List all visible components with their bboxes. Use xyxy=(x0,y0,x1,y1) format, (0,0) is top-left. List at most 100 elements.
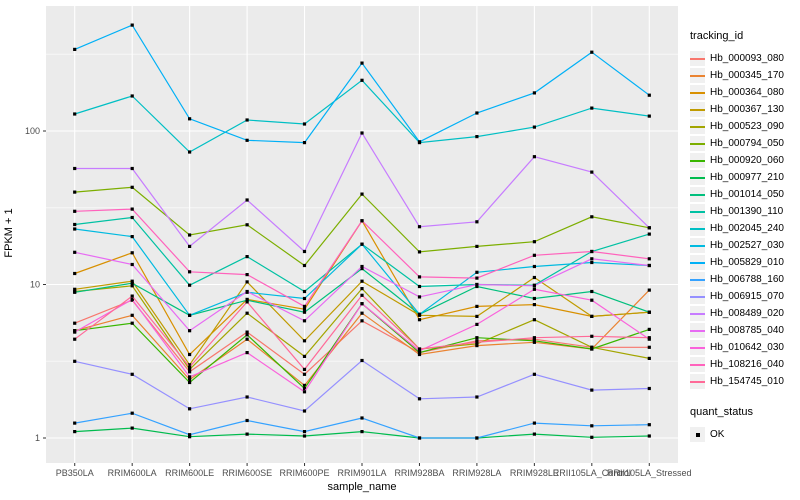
data-point xyxy=(360,192,364,196)
legend-item: Hb_005829_010 xyxy=(690,254,800,271)
legend-item: Hb_108216_040 xyxy=(690,356,800,373)
data-point xyxy=(647,345,651,349)
data-point xyxy=(590,314,594,318)
data-point xyxy=(417,225,422,229)
shape-legend-items: OK xyxy=(690,426,800,443)
legend-item: Hb_001390_110 xyxy=(690,203,800,220)
data-point xyxy=(73,112,77,116)
data-point xyxy=(475,314,479,318)
legend-color-line xyxy=(690,363,705,366)
legend-label: Hb_002527_030 xyxy=(710,240,784,251)
legend-item: Hb_000794_050 xyxy=(690,135,800,152)
data-point xyxy=(73,209,77,213)
data-point xyxy=(188,433,192,437)
data-point xyxy=(475,220,479,224)
data-point xyxy=(475,244,479,248)
legend-item: Hb_006788_160 xyxy=(690,271,800,288)
legend-item: Hb_010642_030 xyxy=(690,339,800,356)
data-point xyxy=(245,337,249,341)
legend-item: Hb_000977_210 xyxy=(690,169,800,186)
data-point xyxy=(188,363,192,367)
legend-key xyxy=(690,85,705,100)
x-tick-label: RRIM600PE xyxy=(280,468,330,478)
legend-color-line xyxy=(690,91,705,94)
data-point xyxy=(130,426,134,430)
legend-key xyxy=(690,51,705,66)
data-point xyxy=(302,310,307,314)
data-point xyxy=(647,114,651,118)
data-point xyxy=(360,242,364,246)
data-point xyxy=(302,386,307,391)
data-point xyxy=(590,345,594,349)
legend-item: Hb_001014_050 xyxy=(690,186,800,203)
data-point xyxy=(417,284,422,289)
legend-key xyxy=(690,102,705,117)
data-point xyxy=(647,336,651,340)
legend-item: Hb_000367_130 xyxy=(690,101,800,118)
data-point xyxy=(532,240,536,244)
legend-color-line xyxy=(690,210,705,213)
legend-color-line xyxy=(690,380,705,383)
data-point xyxy=(417,275,422,279)
series-points-Hb_006915_070 xyxy=(73,358,651,413)
data-point xyxy=(590,249,594,254)
data-point xyxy=(475,111,479,115)
x-tick-label: RRIM901LA xyxy=(337,468,386,478)
legend-item: Hb_000523_090 xyxy=(690,118,800,135)
data-point xyxy=(302,367,307,371)
data-point xyxy=(188,435,192,439)
data-point xyxy=(73,290,77,294)
data-point xyxy=(302,390,307,394)
legend-item: Hb_000364_080 xyxy=(690,84,800,101)
legend-color-line xyxy=(690,142,705,145)
data-point xyxy=(590,50,594,54)
data-point xyxy=(417,295,422,299)
data-point xyxy=(130,215,134,220)
data-point xyxy=(647,434,651,438)
data-point xyxy=(130,262,134,267)
data-point xyxy=(532,275,536,280)
legend-key xyxy=(690,323,705,338)
quant-legend-label: OK xyxy=(710,429,725,440)
legend-panel: tracking_id Hb_000093_080 Hb_000345_170 Hb… xyxy=(690,30,800,443)
y-tick-label: 100 xyxy=(25,126,40,136)
legend-item: Hb_154745_010 xyxy=(690,373,800,390)
legend-key xyxy=(690,357,705,372)
data-point xyxy=(130,94,134,98)
data-point xyxy=(532,155,536,159)
data-point xyxy=(245,280,249,284)
x-tick-label: PB350LA xyxy=(56,468,94,478)
data-point xyxy=(130,235,134,239)
legend-color-line xyxy=(690,108,705,111)
x-tick-label: RRII105LA_Control xyxy=(553,468,631,478)
legend-label: Hb_154745_010 xyxy=(710,376,784,387)
x-tick-label: RRIM928LE xyxy=(510,468,559,478)
legend-item: Hb_008489_020 xyxy=(690,305,800,322)
data-point xyxy=(188,375,192,379)
data-point xyxy=(475,270,479,274)
data-point xyxy=(302,339,307,343)
legend-label: Hb_000364_080 xyxy=(710,87,784,98)
legend-label: Hb_000523_090 xyxy=(710,121,784,132)
legend-label: Hb_001014_050 xyxy=(710,189,784,200)
data-point xyxy=(130,297,134,301)
data-point xyxy=(130,372,134,376)
legend-item: Hb_000345_170 xyxy=(690,67,800,84)
data-point xyxy=(647,226,651,230)
data-point xyxy=(590,106,594,110)
legend-item: Hb_002045_240 xyxy=(690,220,800,237)
legend-key xyxy=(690,204,705,219)
data-point xyxy=(73,227,77,231)
x-tick-label: RRIM600LA xyxy=(108,468,157,478)
data-point xyxy=(245,395,249,399)
legend-color-line xyxy=(690,125,705,128)
legend-item: Hb_008785_040 xyxy=(690,322,800,339)
data-point xyxy=(302,434,307,438)
data-point xyxy=(590,260,594,265)
data-point xyxy=(417,312,422,316)
data-point xyxy=(590,424,594,428)
legend-key xyxy=(690,255,705,270)
legend-label: Hb_001390_110 xyxy=(710,206,784,217)
legend-item: Hb_000093_080 xyxy=(690,50,800,67)
